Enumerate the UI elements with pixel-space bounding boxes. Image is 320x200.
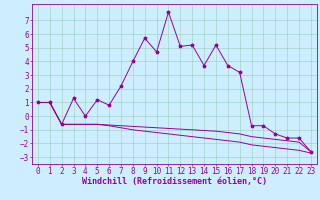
X-axis label: Windchill (Refroidissement éolien,°C): Windchill (Refroidissement éolien,°C) (82, 177, 267, 186)
